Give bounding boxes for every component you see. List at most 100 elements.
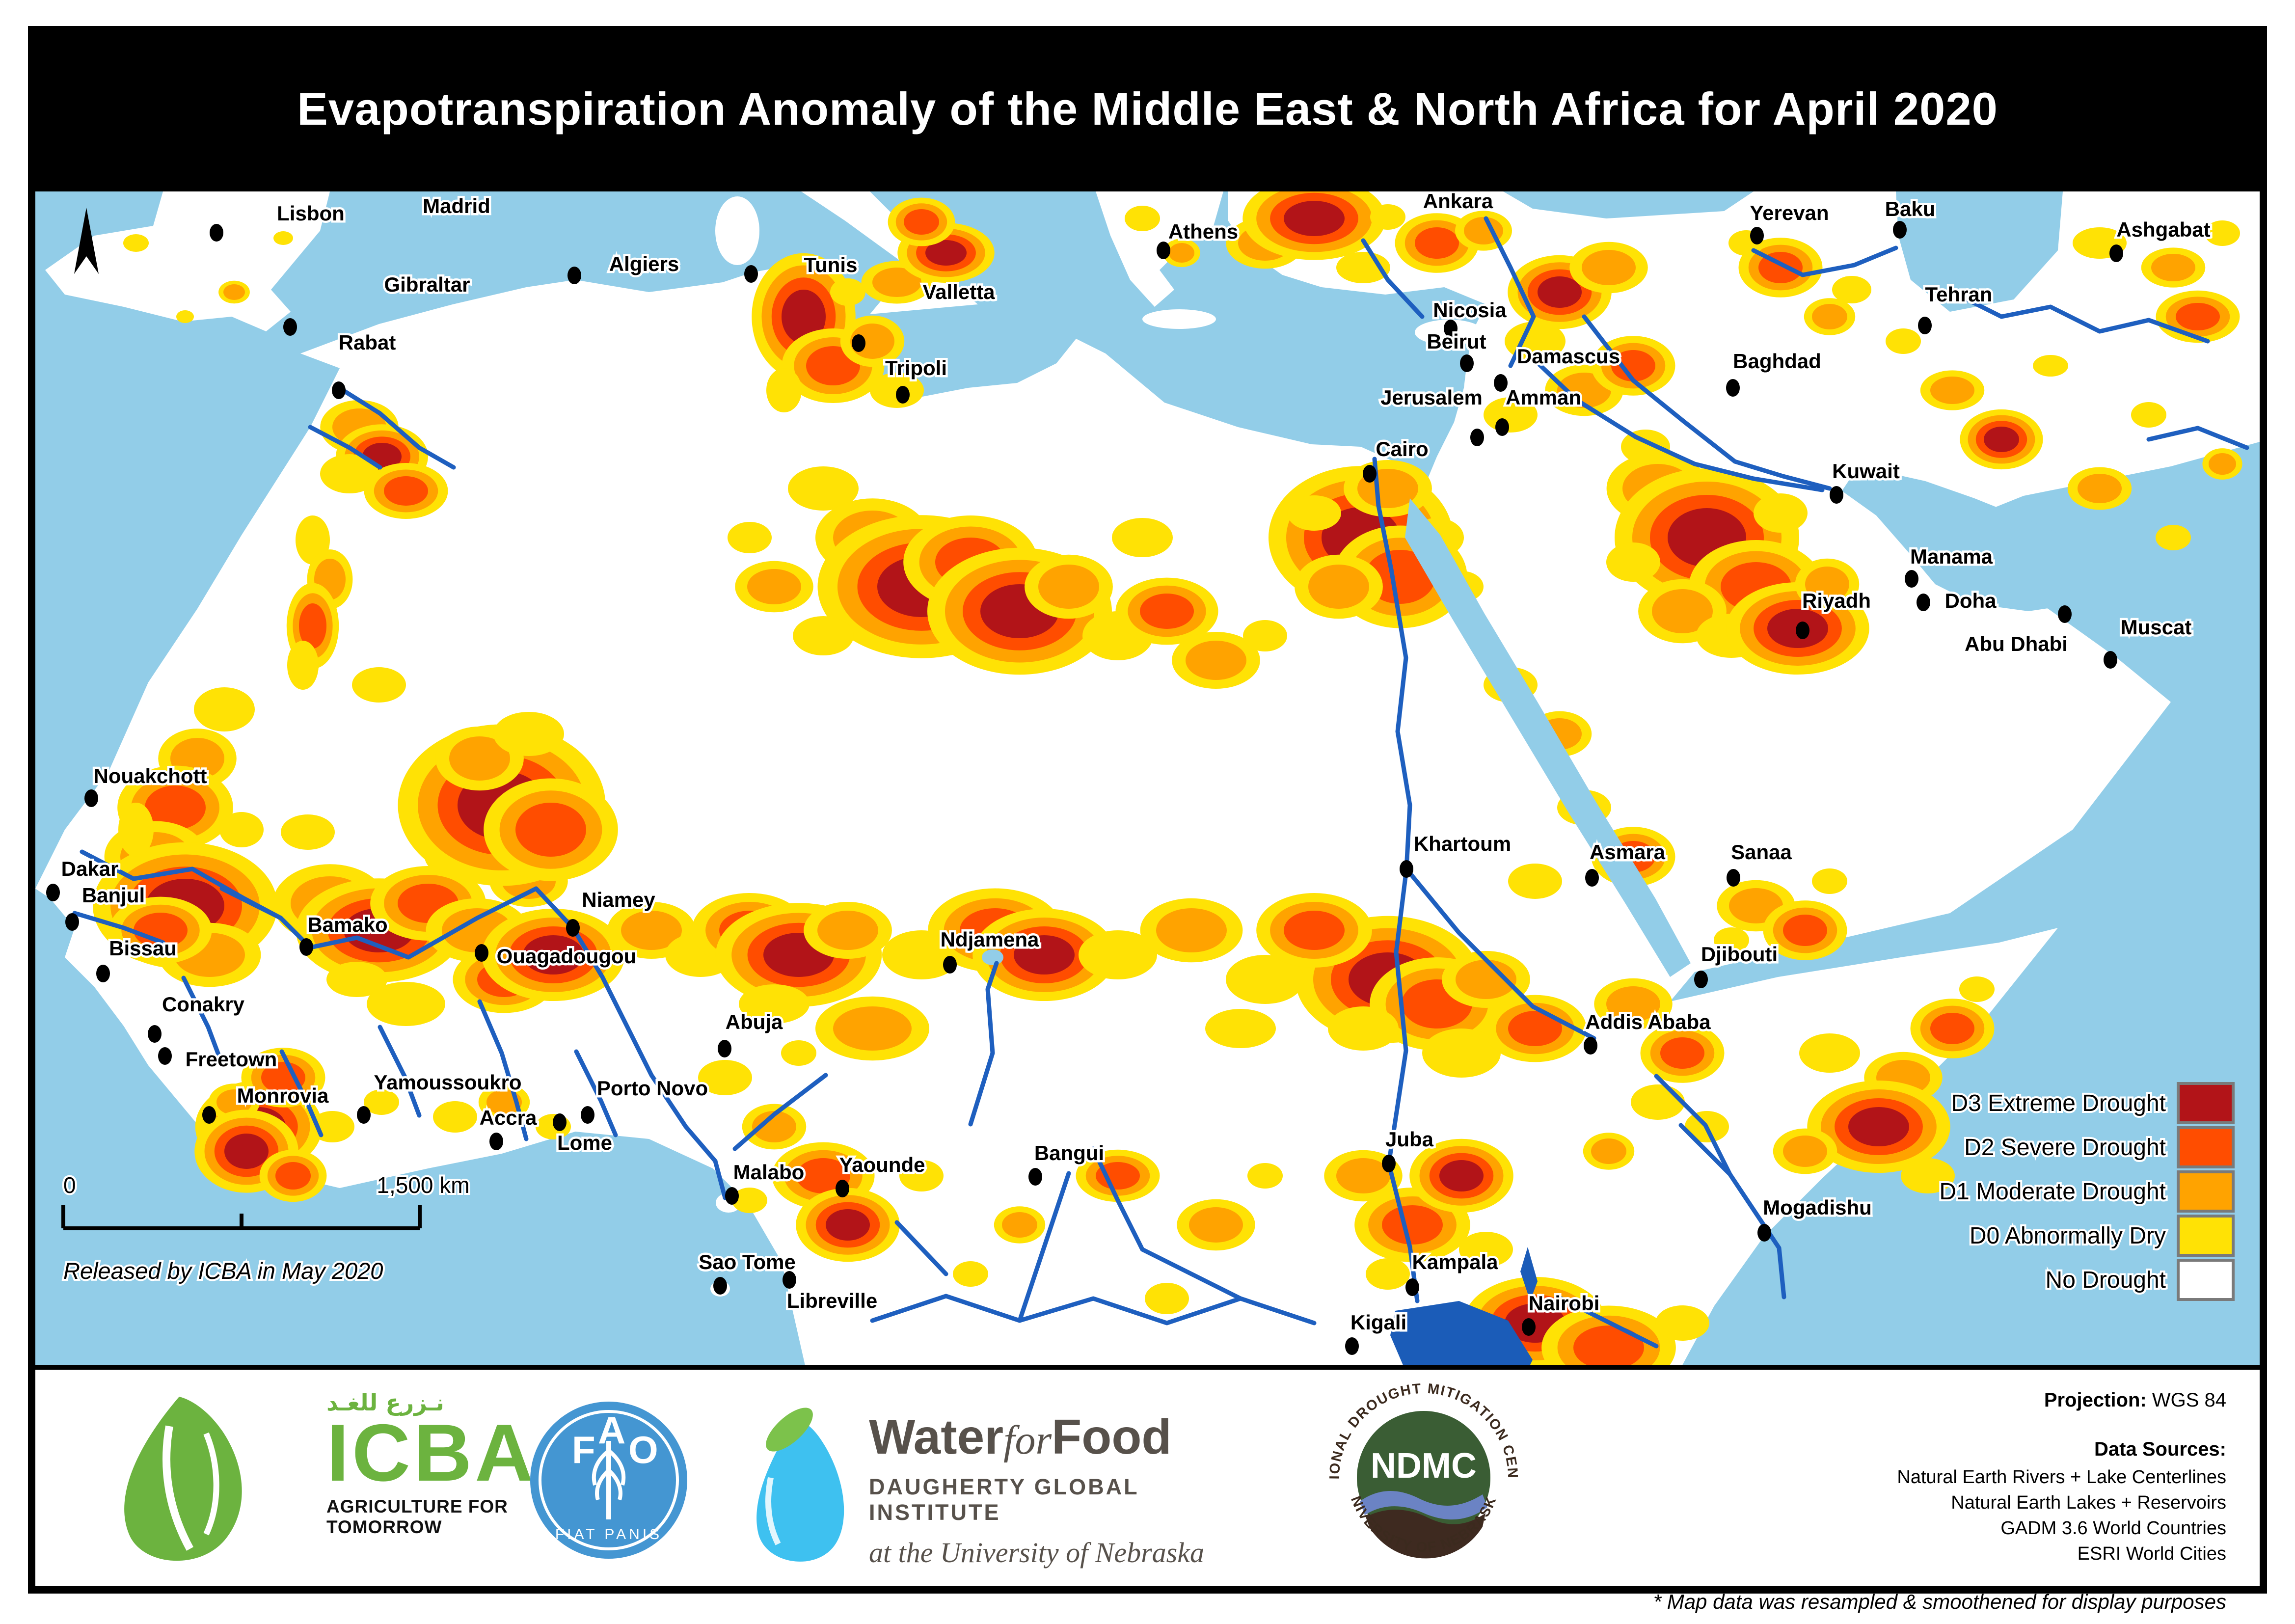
drought-blob (788, 466, 859, 511)
drought-blob (275, 1162, 311, 1190)
drought-blob (766, 368, 802, 412)
city-label: Doha (1945, 589, 1997, 612)
river (1386, 866, 1420, 1303)
drought-blob (1243, 620, 1287, 651)
city-dot (852, 334, 865, 352)
drought-blob (1805, 567, 1849, 602)
river (968, 961, 999, 1127)
drought-blob (261, 1062, 305, 1093)
city-label: Yerevan (1750, 201, 1829, 224)
city-dot (1495, 418, 1509, 436)
drought-blob (1832, 276, 1871, 303)
projection-value: WGS 84 (2152, 1389, 2226, 1411)
city-label: Nicosia (1433, 298, 1507, 322)
drought-blob (781, 1040, 816, 1066)
city-dot (1460, 354, 1474, 372)
city-label: Jerusalem (1380, 386, 1483, 409)
river (1361, 238, 1425, 319)
city-label: Abu Dhabi (1965, 632, 2068, 655)
ndmc-name: NDMC (1371, 1446, 1477, 1486)
city-dot (84, 789, 98, 807)
drought-blob (1984, 427, 2019, 452)
legend-swatch (2177, 1082, 2235, 1124)
wff-word-food: Food (1052, 1409, 1172, 1464)
city-label: Cairo (1376, 437, 1428, 460)
drought-blob (953, 1261, 988, 1287)
drought-blob (523, 935, 584, 974)
drought-blob (728, 522, 772, 553)
wff-university: at the University of Nebraska (869, 1537, 1205, 1569)
city-label: Asmara (1590, 840, 1666, 864)
river (1372, 457, 1412, 871)
drought-blob (1366, 1258, 1410, 1290)
city-dot (1400, 860, 1413, 878)
city-label: Tunis (804, 253, 858, 276)
drought-blob (904, 209, 939, 235)
drought-blob (493, 712, 564, 756)
city-label: Bangui (1034, 1141, 1104, 1164)
city-label: Gibraltar (384, 273, 470, 296)
drought-blob (1328, 1006, 1399, 1051)
drought-blob (1621, 430, 1670, 464)
city-dot (725, 1187, 739, 1205)
drought-blob (2078, 474, 2122, 503)
river (574, 1049, 618, 1137)
river (181, 975, 225, 1069)
drought-blob (219, 812, 264, 847)
drought-blob (1799, 1033, 1860, 1073)
drought-blob (1508, 864, 1562, 899)
river (1091, 1146, 1243, 1301)
drought-blob (1714, 927, 1749, 953)
city-dot (566, 919, 580, 937)
city-label: Lome (557, 1131, 612, 1154)
city-label: Lisbon (277, 202, 345, 225)
river (1582, 314, 1832, 491)
river (378, 1025, 422, 1118)
city-dot (567, 267, 581, 284)
drought-blob (872, 268, 921, 297)
drought-blob (2205, 220, 2240, 246)
drought-blob (752, 1111, 796, 1142)
city-label: Djibouti (1701, 943, 1778, 966)
city-label: Beirut (1427, 330, 1486, 353)
drought-map: 0 1,500 km Released by ICBA in May 2020 … (35, 191, 2260, 1370)
data-source-line: GADM 3.6 World Countries (2000, 1518, 2226, 1539)
footer-info: Projection: WGS 84 Data Sources: Natural… (1490, 1389, 2226, 1614)
legend-label: No Drought (2046, 1267, 2166, 1293)
land-iberia (45, 191, 330, 331)
drought-blob (833, 1006, 912, 1051)
drought-blob (118, 803, 154, 857)
legend-label: D2 Severe Drought (1964, 1135, 2166, 1161)
city-label: Tehran (1925, 283, 1993, 306)
city-dot (1363, 465, 1377, 483)
land-socotra (2057, 729, 2096, 744)
city-label: Khartoum (1414, 832, 1511, 855)
drought-blob (2156, 525, 2191, 550)
drought-blob (1660, 1037, 1704, 1069)
drought-blob (1336, 1158, 1390, 1193)
city-dot (1382, 1155, 1396, 1172)
city-dot (158, 1047, 172, 1065)
city-label: Riyadh (1802, 589, 1871, 612)
drought-blob (1125, 206, 1160, 231)
drought-blob (925, 240, 967, 266)
drought-blob (1140, 594, 1194, 629)
wff-institute: DAUGHERTY GLOBAL INSTITUTE (869, 1474, 1139, 1525)
drought-blob (1156, 908, 1227, 952)
river (1678, 1123, 1786, 1299)
north-arrow-icon (74, 208, 99, 274)
river (1654, 1074, 1732, 1177)
river (1404, 866, 1596, 1041)
drought-blob (1456, 960, 1516, 999)
fao-letter-o: O (628, 1428, 658, 1471)
persian-gulf (1842, 471, 2117, 611)
city-dot (713, 1277, 727, 1295)
city-label: Malabo (733, 1161, 805, 1184)
city-dot (489, 1133, 503, 1150)
city-label: Niamey (582, 888, 655, 911)
drought-blob (739, 984, 810, 1024)
rivers-layer (72, 216, 2249, 1349)
city-dot (1494, 374, 1508, 392)
drought-blob (1591, 1138, 1626, 1164)
city-label: Bamako (307, 913, 387, 936)
